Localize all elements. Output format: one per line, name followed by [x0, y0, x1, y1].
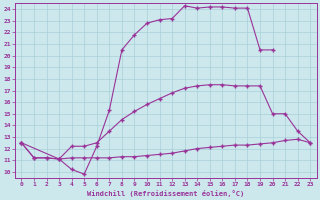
X-axis label: Windchill (Refroidissement éolien,°C): Windchill (Refroidissement éolien,°C) [87, 190, 244, 197]
